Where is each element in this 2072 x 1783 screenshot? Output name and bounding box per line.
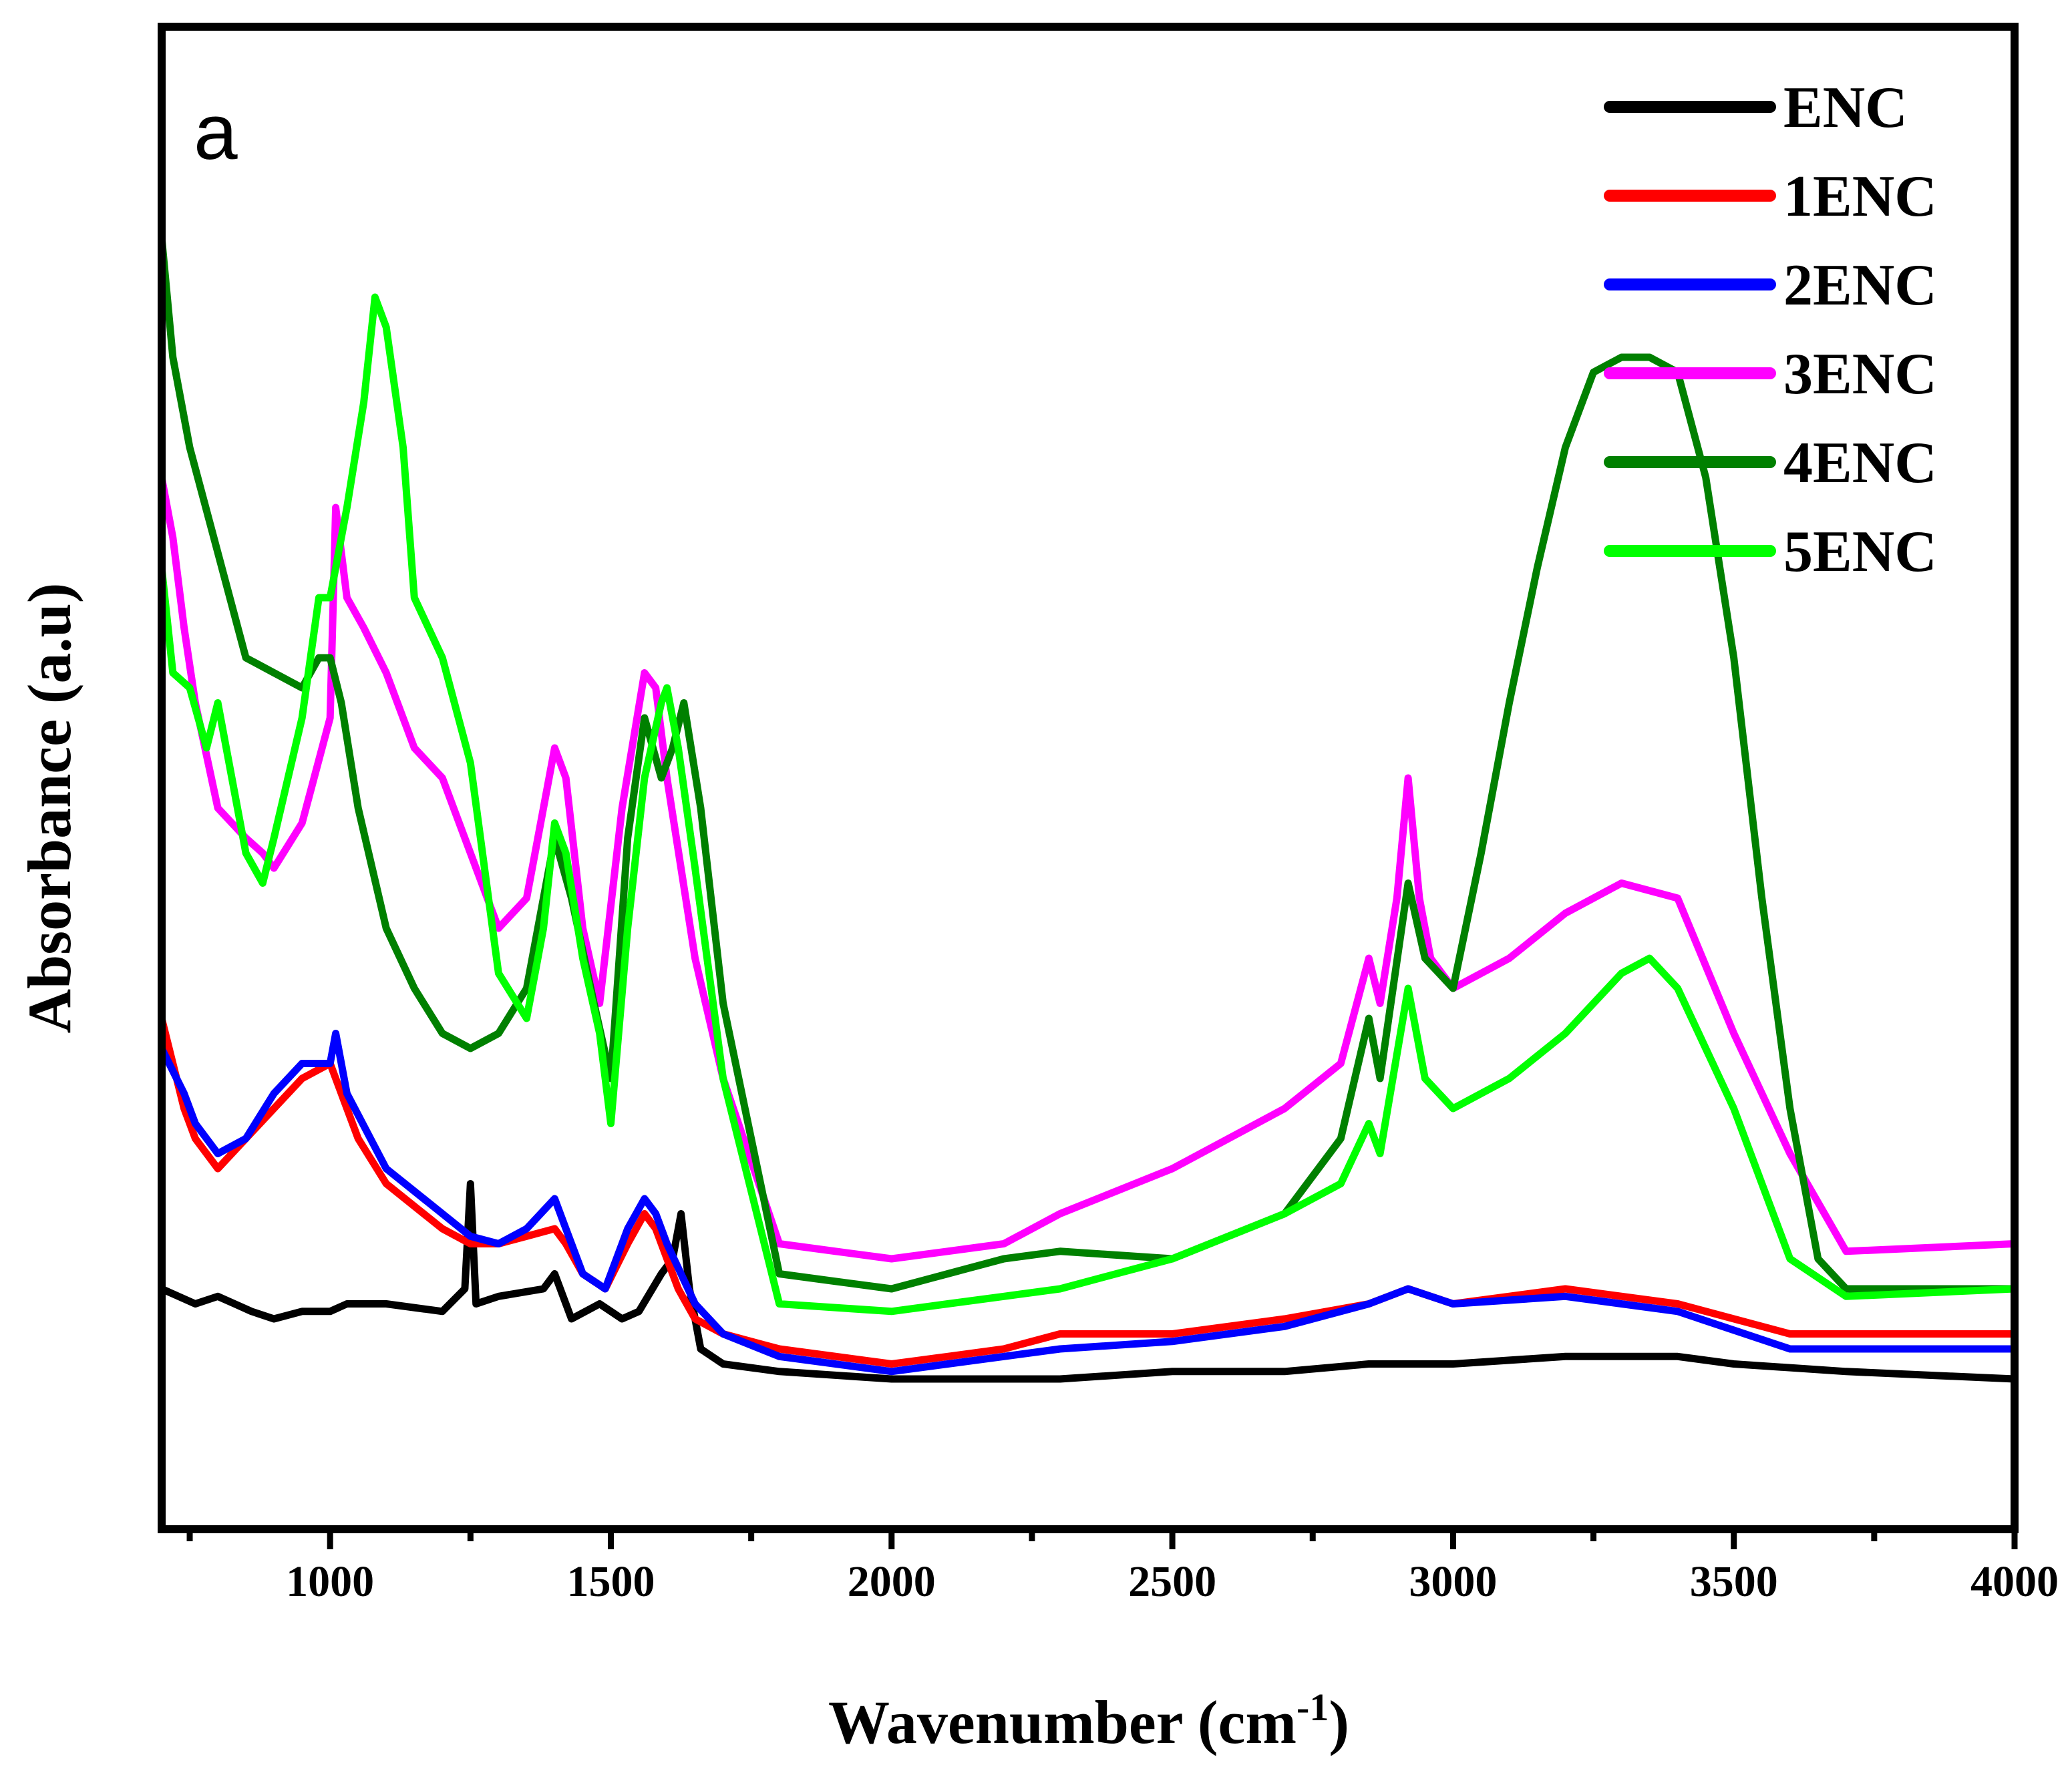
y-axis-title: Absorbance (a.u) — [15, 583, 83, 1034]
series-line-4enc — [158, 233, 2019, 1293]
x-tick-label: 3500 — [1690, 1557, 1778, 1606]
series-line-enc — [158, 1180, 2019, 1383]
x-axis-title-close: ) — [1329, 1688, 1349, 1756]
x-axis-title-superscript: -1 — [1297, 1686, 1329, 1729]
x-tick-label: 2000 — [848, 1557, 936, 1606]
legend-label-enc: ENC — [1783, 75, 1908, 140]
legend-label-1enc: 1ENC — [1783, 164, 1937, 229]
series-line-2enc — [158, 1030, 2019, 1376]
x-tick-label: 3000 — [1409, 1557, 1497, 1606]
x-axis-title-main: Wavenumber (cm — [828, 1688, 1297, 1756]
x-tick-label: 4000 — [1970, 1557, 2059, 1606]
x-tick-label: 2500 — [1128, 1557, 1216, 1606]
legend: ENC 1ENC 2ENC 3ENC 4ENC 5ENC — [1604, 75, 1937, 584]
series-line-5enc — [158, 293, 2019, 1316]
plot-frame — [158, 23, 2019, 1533]
x-axis-title: Wavenumber (cm-1) — [828, 1686, 1349, 1756]
panel-label: a — [194, 88, 238, 176]
series-layer — [158, 233, 2019, 1383]
legend-label-3enc: 3ENC — [1783, 342, 1937, 407]
tick-layer: 1000 1500 2000 2500 3000 3500 4000 — [186, 1529, 2059, 1606]
legend-label-5enc: 5ENC — [1783, 520, 1937, 584]
legend-label-4enc: 4ENC — [1783, 431, 1937, 496]
legend-label-2enc: 2ENC — [1783, 253, 1937, 318]
legend-items: ENC 1ENC 2ENC 3ENC 4ENC 5ENC — [1604, 75, 1937, 584]
x-tick-label: 1500 — [566, 1557, 655, 1606]
x-tick-label: 1000 — [286, 1557, 374, 1606]
